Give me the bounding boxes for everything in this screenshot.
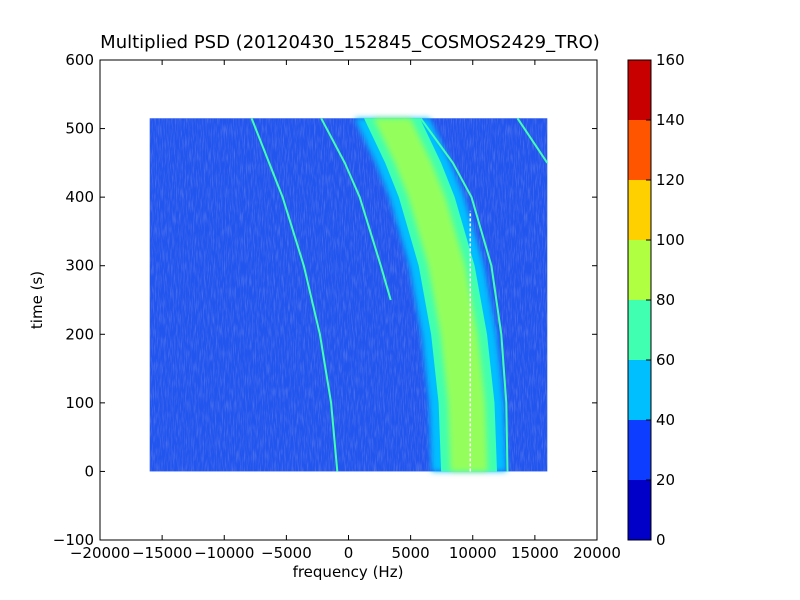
signal-band-core — [373, 118, 488, 472]
y-tick-label: −100 — [53, 531, 94, 549]
y-tick-label: 500 — [65, 120, 94, 138]
y-tick-label: 300 — [65, 257, 94, 275]
colorbar-tick-label: 160 — [656, 51, 685, 69]
x-tick-label: 15000 — [511, 544, 559, 562]
colorbar-segment — [628, 240, 651, 300]
colorbar-tick-label: 120 — [656, 171, 685, 189]
trace-2 — [419, 117, 509, 472]
colorbar-segment — [628, 420, 651, 480]
colorbar-tick-label: 100 — [656, 231, 685, 249]
y-tick-label: 0 — [84, 462, 94, 480]
x-tick-label: 5000 — [392, 544, 430, 562]
x-tick-label: 0 — [344, 544, 354, 562]
colorbar-segment — [628, 60, 651, 120]
x-tick-label: 10000 — [449, 544, 497, 562]
x-tick-label: −15000 — [132, 544, 192, 562]
colorbar-segment — [628, 480, 651, 540]
y-axis-label: time (s) — [28, 271, 46, 329]
heatmap — [149, 117, 549, 472]
colorbar-segment — [628, 120, 651, 180]
y-axis: −100 0 100 200 300 400 500 600 — [53, 51, 597, 549]
colorbar-tick-label: 80 — [656, 291, 675, 309]
plot-area — [99, 59, 598, 541]
colorbar-tick-label: 20 — [656, 471, 675, 489]
colorbar-segment — [628, 300, 651, 360]
x-tick-label: −20000 — [70, 544, 130, 562]
y-tick-label: 400 — [65, 188, 94, 206]
trace-0 — [250, 117, 339, 472]
colorbar: 0 20 40 60 80 100 120 140 160 — [627, 51, 685, 549]
colorbar-tick-label: 140 — [656, 111, 685, 129]
chart-title: Multiplied PSD (20120430_152845_COSMOS24… — [100, 32, 600, 53]
x-tick-label: 20000 — [573, 544, 621, 562]
y-tick-label: 100 — [65, 394, 94, 412]
x-axis: −20000 −15000 −10000 −5000 0 5000 10000 15000 20… — [70, 60, 621, 562]
trace-3 — [516, 117, 549, 164]
colorbar-tick-label: 40 — [656, 411, 675, 429]
y-tick-label: 200 — [65, 325, 94, 343]
colorbar-tick-label: 0 — [656, 531, 666, 549]
y-tick-label: 600 — [65, 51, 94, 69]
x-tick-label: −5000 — [261, 544, 312, 562]
colorbar-segment — [628, 360, 651, 420]
x-axis-label: frequency (Hz) — [293, 563, 404, 581]
trace-1 — [320, 117, 392, 301]
colorbar-tick-label: 60 — [656, 351, 675, 369]
x-tick-label: −10000 — [194, 544, 254, 562]
colorbar-segment — [628, 180, 651, 240]
